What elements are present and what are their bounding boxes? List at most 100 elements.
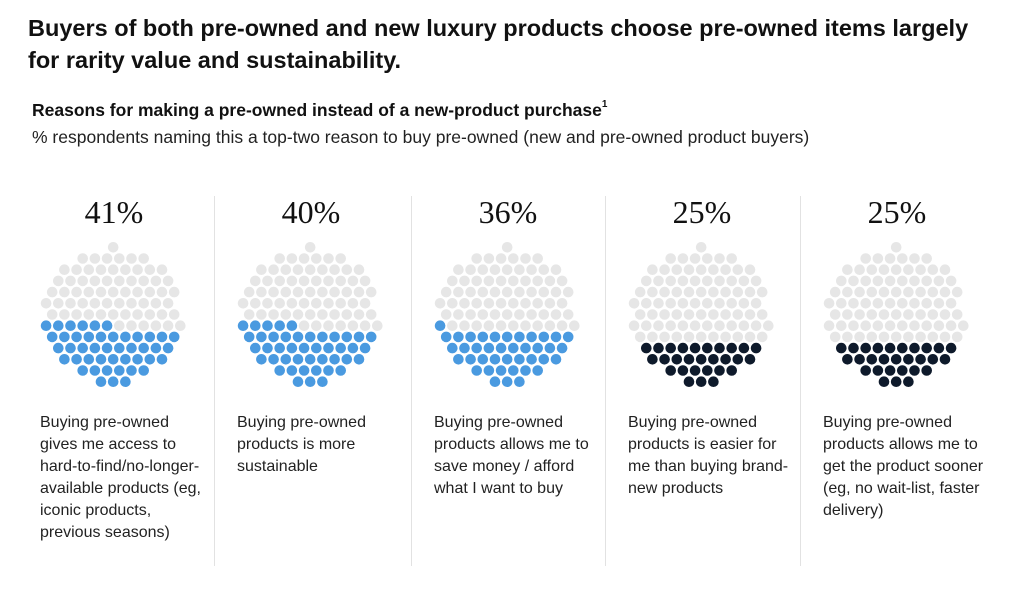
empty-dot	[514, 286, 525, 298]
filled-dot	[317, 376, 328, 387]
filled-dot	[714, 365, 725, 376]
empty-dot	[532, 253, 543, 264]
filled-dot	[126, 365, 137, 376]
empty-dot	[477, 309, 489, 320]
empty-dot	[77, 253, 88, 264]
empty-dot	[459, 275, 470, 287]
empty-dot	[138, 275, 149, 287]
empty-dot	[341, 309, 353, 320]
empty-dot	[909, 253, 920, 264]
empty-dot	[304, 286, 316, 298]
filled-dot	[40, 320, 52, 331]
filled-dot	[156, 331, 168, 343]
filled-dot	[702, 365, 713, 376]
empty-dot	[501, 242, 513, 253]
empty-dot	[489, 309, 501, 320]
empty-dot	[453, 286, 464, 298]
empty-dot	[59, 264, 70, 275]
empty-dot	[341, 264, 353, 275]
empty-dot	[471, 275, 482, 287]
chart-subtitle: Reasons for making a pre-owned instead o…	[32, 99, 607, 121]
empty-dot	[144, 264, 156, 275]
empty-dot	[65, 298, 76, 309]
empty-dot	[829, 286, 841, 298]
empty-dot	[544, 275, 556, 287]
empty-dot	[569, 320, 580, 331]
empty-dot	[933, 275, 945, 287]
dot-circle	[237, 242, 383, 387]
dot-circle	[434, 242, 580, 387]
empty-dot	[951, 309, 963, 320]
filled-dot	[304, 331, 316, 343]
empty-dot	[126, 253, 137, 264]
filled-dot	[714, 342, 725, 354]
filled-dot	[501, 331, 513, 343]
filled-dot	[317, 354, 328, 365]
filled-dot	[323, 342, 334, 354]
empty-dot	[695, 331, 707, 343]
empty-dot	[65, 275, 76, 287]
filled-dot	[53, 342, 64, 354]
divider	[605, 196, 606, 566]
empty-dot	[750, 275, 762, 287]
empty-dot	[659, 286, 670, 298]
empty-dot	[89, 275, 101, 287]
empty-dot	[897, 253, 908, 264]
empty-dot	[842, 286, 853, 298]
empty-dot	[477, 264, 489, 275]
filled-dot	[677, 365, 689, 376]
empty-dot	[544, 320, 556, 331]
empty-dot	[138, 298, 149, 309]
empty-dot	[890, 264, 902, 275]
empty-dot	[237, 298, 249, 309]
filled-dot	[909, 342, 920, 354]
empty-dot	[465, 264, 476, 275]
empty-dot	[671, 286, 683, 298]
empty-dot	[628, 320, 640, 331]
empty-dot	[726, 275, 737, 287]
empty-dot	[866, 331, 878, 343]
empty-dot	[677, 253, 689, 264]
filled-dot	[311, 342, 322, 354]
filled-dot	[304, 354, 316, 365]
empty-dot	[738, 275, 750, 287]
filled-dot	[434, 320, 446, 331]
empty-dot	[286, 298, 298, 309]
empty-dot	[126, 298, 137, 309]
filled-dot	[353, 331, 365, 343]
empty-dot	[878, 309, 890, 320]
empty-dot	[347, 275, 359, 287]
empty-dot	[508, 275, 519, 287]
empty-dot	[262, 298, 273, 309]
empty-dot	[489, 286, 501, 298]
filled-dot	[317, 331, 328, 343]
filled-dot	[872, 342, 884, 354]
empty-dot	[653, 275, 664, 287]
empty-dot	[83, 309, 95, 320]
filled-dot	[459, 342, 470, 354]
empty-dot	[150, 320, 162, 331]
filled-dot	[89, 342, 101, 354]
filled-dot	[489, 376, 501, 387]
filled-dot	[689, 365, 701, 376]
filled-dot	[520, 365, 531, 376]
empty-dot	[872, 298, 884, 309]
filled-dot	[120, 354, 131, 365]
filled-dot	[689, 342, 701, 354]
empty-dot	[708, 264, 719, 275]
empty-dot	[720, 286, 731, 298]
empty-dot	[708, 286, 719, 298]
empty-dot	[323, 253, 334, 264]
filled-dot	[65, 342, 76, 354]
filled-dot	[890, 376, 902, 387]
empty-dot	[138, 253, 149, 264]
empty-dot	[927, 309, 939, 320]
empty-dot	[671, 331, 683, 343]
empty-dot	[317, 264, 328, 275]
empty-dot	[114, 275, 125, 287]
filled-dot	[329, 331, 340, 343]
empty-dot	[532, 275, 543, 287]
filled-dot	[860, 365, 871, 376]
filled-dot	[341, 331, 353, 343]
empty-dot	[659, 331, 670, 343]
